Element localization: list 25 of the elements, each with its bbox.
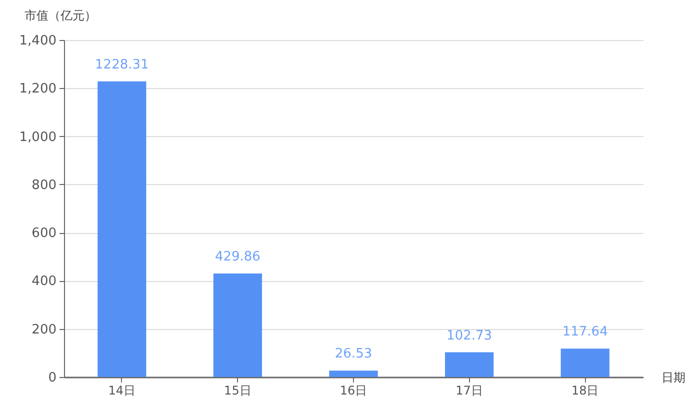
- x-tick-label: 16日: [340, 384, 368, 398]
- data-label: 117.64: [562, 324, 608, 340]
- y-tick-label: 400: [32, 274, 56, 290]
- y-tick-label: 200: [32, 322, 56, 338]
- data-label: 102.73: [446, 328, 492, 344]
- x-tick-label: 15日: [224, 384, 252, 398]
- y-tick-label: 1,000: [19, 130, 56, 145]
- y-tick-label: 0: [48, 370, 56, 386]
- data-label: 1228.31: [95, 57, 149, 72]
- y-tick-label: 800: [32, 178, 56, 193]
- bar: [213, 274, 262, 377]
- y-tick-label: 1,400: [19, 34, 56, 48]
- data-label: 429.86: [214, 250, 260, 265]
- x-tick-label: 17日: [456, 384, 483, 398]
- y-axis-title: 市值（亿元）: [24, 8, 96, 22]
- x-tick-label: 14日: [108, 384, 136, 398]
- bar: [444, 352, 494, 377]
- y-tick-label: 1,200: [19, 82, 56, 97]
- data-label: 26.53: [334, 346, 372, 362]
- x-axis-title: 日期: [662, 370, 686, 384]
- x-tick-label: 18日: [571, 384, 599, 398]
- bar: [329, 370, 378, 377]
- bar: [560, 348, 610, 377]
- bar: [98, 81, 146, 377]
- y-tick-label: 600: [32, 226, 56, 242]
